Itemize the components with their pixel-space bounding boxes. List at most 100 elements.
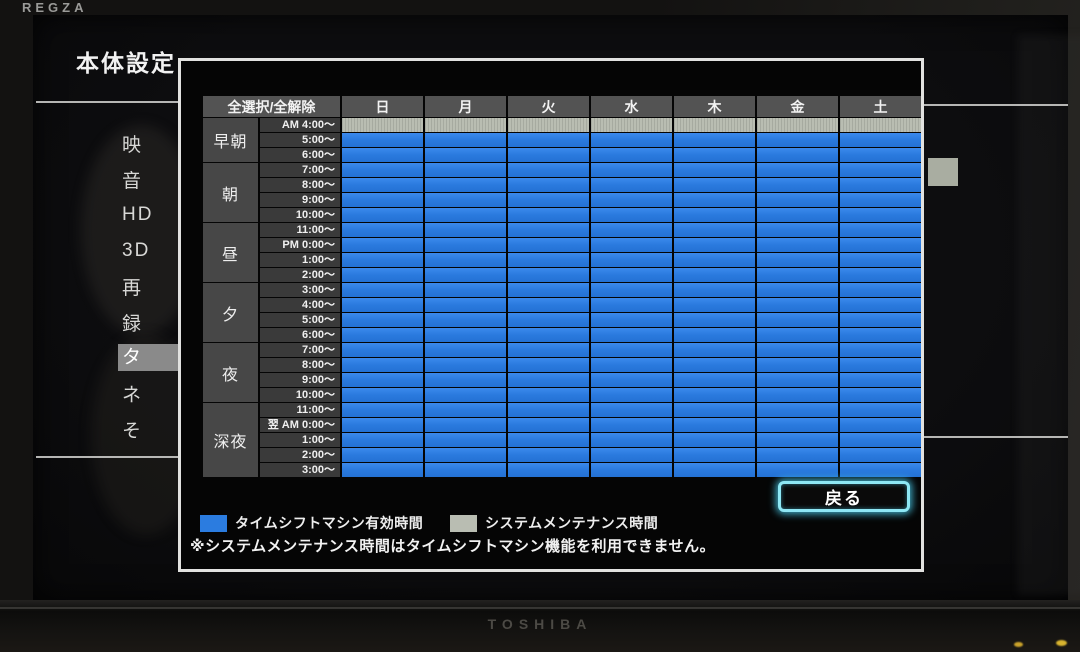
schedule-cell[interactable] <box>591 358 672 372</box>
schedule-cell[interactable] <box>591 328 672 342</box>
schedule-cell[interactable] <box>508 328 589 342</box>
day-header-2[interactable]: 火 <box>508 96 589 117</box>
schedule-cell[interactable] <box>757 283 838 297</box>
day-header-4[interactable]: 木 <box>674 96 755 117</box>
schedule-cell[interactable] <box>591 253 672 267</box>
schedule-cell[interactable] <box>508 133 589 147</box>
schedule-cell[interactable] <box>342 178 423 192</box>
schedule-cell[interactable] <box>425 238 506 252</box>
schedule-cell[interactable] <box>591 133 672 147</box>
schedule-cell[interactable] <box>425 403 506 417</box>
sidebar-item-4[interactable]: 再 <box>122 278 144 300</box>
schedule-cell[interactable] <box>674 118 755 132</box>
schedule-cell[interactable] <box>840 463 921 477</box>
schedule-cell[interactable] <box>840 253 921 267</box>
day-header-1[interactable]: 月 <box>425 96 506 117</box>
schedule-cell[interactable] <box>840 358 921 372</box>
schedule-cell[interactable] <box>591 208 672 222</box>
schedule-cell[interactable] <box>591 148 672 162</box>
schedule-cell[interactable] <box>508 298 589 312</box>
day-header-3[interactable]: 水 <box>591 96 672 117</box>
schedule-cell[interactable] <box>508 343 589 357</box>
schedule-cell[interactable] <box>508 163 589 177</box>
schedule-cell[interactable] <box>757 388 838 402</box>
schedule-cell[interactable] <box>342 388 423 402</box>
schedule-cell[interactable] <box>591 433 672 447</box>
day-header-6[interactable]: 土 <box>840 96 921 117</box>
schedule-cell[interactable] <box>591 193 672 207</box>
schedule-cell[interactable] <box>508 178 589 192</box>
schedule-cell[interactable] <box>591 388 672 402</box>
schedule-cell[interactable] <box>591 373 672 387</box>
schedule-cell[interactable] <box>840 298 921 312</box>
schedule-cell[interactable] <box>757 133 838 147</box>
schedule-cell[interactable] <box>840 313 921 327</box>
schedule-cell[interactable] <box>757 178 838 192</box>
schedule-cell[interactable] <box>674 253 755 267</box>
schedule-cell[interactable] <box>757 298 838 312</box>
schedule-cell[interactable] <box>840 403 921 417</box>
schedule-cell[interactable] <box>674 403 755 417</box>
back-button[interactable]: 戻る <box>778 481 910 512</box>
schedule-cell[interactable] <box>508 193 589 207</box>
schedule-cell[interactable] <box>674 433 755 447</box>
schedule-cell[interactable] <box>508 448 589 462</box>
schedule-cell[interactable] <box>840 163 921 177</box>
schedule-cell[interactable] <box>425 223 506 237</box>
schedule-cell[interactable] <box>674 448 755 462</box>
schedule-cell[interactable] <box>757 238 838 252</box>
schedule-cell[interactable] <box>342 463 423 477</box>
schedule-cell[interactable] <box>508 148 589 162</box>
schedule-cell[interactable] <box>757 328 838 342</box>
sidebar-item-3[interactable]: 3D <box>122 239 151 261</box>
sidebar-item-7[interactable]: ネ <box>122 385 144 407</box>
schedule-cell[interactable] <box>840 373 921 387</box>
schedule-cell[interactable] <box>508 388 589 402</box>
schedule-cell[interactable] <box>342 133 423 147</box>
schedule-cell[interactable] <box>591 343 672 357</box>
schedule-cell[interactable] <box>840 268 921 282</box>
schedule-cell[interactable] <box>591 118 672 132</box>
schedule-cell[interactable] <box>674 388 755 402</box>
schedule-cell[interactable] <box>342 433 423 447</box>
schedule-cell[interactable] <box>757 208 838 222</box>
schedule-cell[interactable] <box>342 328 423 342</box>
schedule-cell[interactable] <box>757 358 838 372</box>
schedule-cell[interactable] <box>425 268 506 282</box>
sidebar-item-0[interactable]: 映 <box>122 135 144 157</box>
schedule-cell[interactable] <box>674 238 755 252</box>
day-header-0[interactable]: 日 <box>342 96 423 117</box>
schedule-cell[interactable] <box>674 418 755 432</box>
schedule-cell[interactable] <box>840 193 921 207</box>
schedule-cell[interactable] <box>342 283 423 297</box>
schedule-cell[interactable] <box>508 403 589 417</box>
schedule-cell[interactable] <box>674 313 755 327</box>
schedule-cell[interactable] <box>425 253 506 267</box>
schedule-cell[interactable] <box>674 463 755 477</box>
schedule-cell[interactable] <box>674 163 755 177</box>
schedule-cell[interactable] <box>425 163 506 177</box>
sidebar-item-6-selected[interactable]: タ <box>118 344 180 372</box>
schedule-cell[interactable] <box>508 118 589 132</box>
schedule-cell[interactable] <box>674 298 755 312</box>
schedule-cell[interactable] <box>342 403 423 417</box>
sidebar-item-5[interactable]: 録 <box>122 313 144 335</box>
schedule-cell[interactable] <box>425 298 506 312</box>
schedule-cell[interactable] <box>425 343 506 357</box>
schedule-cell[interactable] <box>591 418 672 432</box>
schedule-cell[interactable] <box>342 163 423 177</box>
schedule-cell[interactable] <box>342 343 423 357</box>
schedule-cell[interactable] <box>342 313 423 327</box>
schedule-cell[interactable] <box>591 223 672 237</box>
schedule-cell[interactable] <box>342 418 423 432</box>
schedule-cell[interactable] <box>674 133 755 147</box>
schedule-cell[interactable] <box>508 418 589 432</box>
schedule-cell[interactable] <box>342 208 423 222</box>
schedule-cell[interactable] <box>425 418 506 432</box>
schedule-cell[interactable] <box>425 133 506 147</box>
schedule-cell[interactable] <box>591 463 672 477</box>
schedule-cell[interactable] <box>425 448 506 462</box>
schedule-cell[interactable] <box>591 163 672 177</box>
schedule-cell[interactable] <box>840 223 921 237</box>
schedule-cell[interactable] <box>757 373 838 387</box>
